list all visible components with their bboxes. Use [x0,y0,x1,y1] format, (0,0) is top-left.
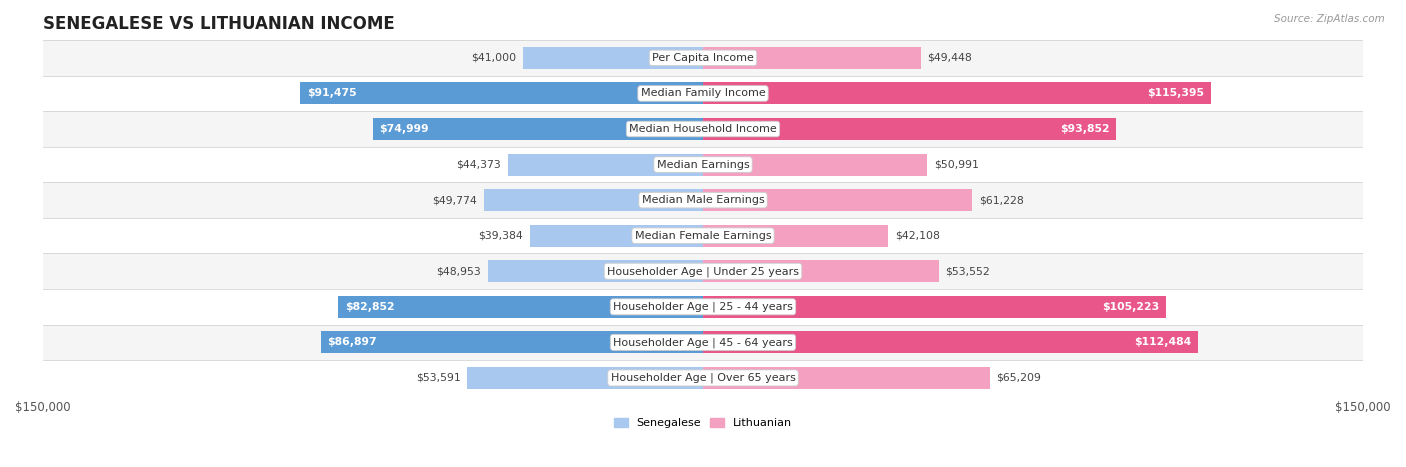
Text: $61,228: $61,228 [979,195,1024,205]
Text: $86,897: $86,897 [328,337,377,347]
Text: $82,852: $82,852 [344,302,395,312]
Text: $53,591: $53,591 [416,373,461,383]
Text: $50,991: $50,991 [934,160,979,170]
Text: $74,999: $74,999 [380,124,429,134]
Text: $44,373: $44,373 [457,160,501,170]
Text: $53,552: $53,552 [945,266,990,276]
Bar [301,83,703,105]
Legend: Senegalese, Lithuanian: Senegalese, Lithuanian [610,413,796,433]
Text: $41,000: $41,000 [471,53,516,63]
Bar [523,47,703,69]
Bar [42,111,1364,147]
Bar [339,296,703,318]
Text: Householder Age | Under 25 years: Householder Age | Under 25 years [607,266,799,276]
Text: Median Household Income: Median Household Income [628,124,778,134]
Bar [703,332,1198,354]
Bar [484,189,703,211]
Text: $39,384: $39,384 [478,231,523,241]
Text: Per Capita Income: Per Capita Income [652,53,754,63]
Bar [42,325,1364,360]
Text: $91,475: $91,475 [307,88,357,99]
Bar [42,147,1364,182]
Text: $105,223: $105,223 [1102,302,1160,312]
Bar [42,360,1364,396]
Text: Median Male Earnings: Median Male Earnings [641,195,765,205]
Text: $112,484: $112,484 [1135,337,1191,347]
Bar [467,367,703,389]
Bar [488,260,703,282]
Bar [703,118,1116,140]
Bar [42,254,1364,289]
Text: Householder Age | Over 65 years: Householder Age | Over 65 years [610,373,796,383]
Text: $49,774: $49,774 [433,195,477,205]
Text: Median Earnings: Median Earnings [657,160,749,170]
Text: $65,209: $65,209 [997,373,1042,383]
Bar [42,40,1364,76]
Bar [703,47,921,69]
Bar [321,332,703,354]
Bar [373,118,703,140]
Bar [530,225,703,247]
Bar [508,154,703,176]
Bar [703,296,1166,318]
Bar [42,76,1364,111]
Text: Median Female Earnings: Median Female Earnings [634,231,772,241]
Bar [42,218,1364,254]
Text: Householder Age | 45 - 64 years: Householder Age | 45 - 64 years [613,337,793,347]
Bar [703,225,889,247]
Bar [703,260,939,282]
Bar [42,182,1364,218]
Text: Householder Age | 25 - 44 years: Householder Age | 25 - 44 years [613,302,793,312]
Text: $42,108: $42,108 [896,231,939,241]
Bar [703,154,928,176]
Text: $48,953: $48,953 [436,266,481,276]
Text: $93,852: $93,852 [1060,124,1109,134]
Text: Source: ZipAtlas.com: Source: ZipAtlas.com [1274,14,1385,24]
Bar [703,189,973,211]
Bar [42,289,1364,325]
Text: $115,395: $115,395 [1147,88,1205,99]
Text: Median Family Income: Median Family Income [641,88,765,99]
Text: SENEGALESE VS LITHUANIAN INCOME: SENEGALESE VS LITHUANIAN INCOME [42,15,395,33]
Text: $49,448: $49,448 [927,53,972,63]
Bar [703,367,990,389]
Bar [703,83,1211,105]
